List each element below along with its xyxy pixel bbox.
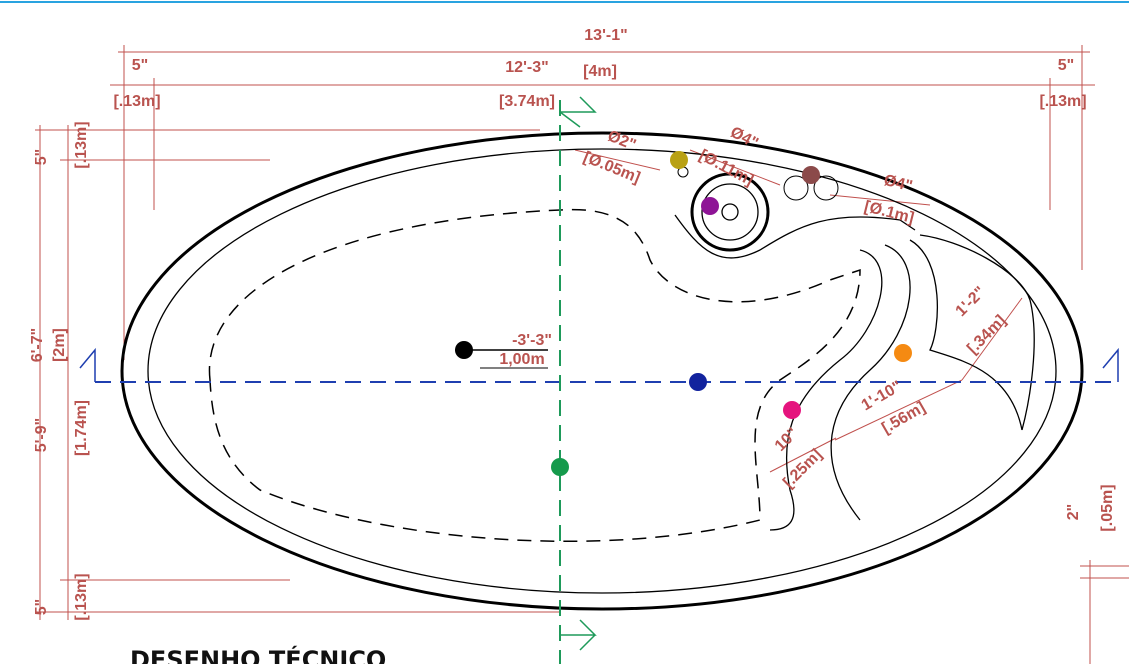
dimension-metric: [Ø.05m] (581, 149, 643, 187)
dimension-imperial: Ø4" (882, 172, 914, 195)
dimension-labels: 13'-1" [4m] 5" [.13m] 12'-3" [3.74m] 5" [.13m] 6… (29, 27, 1116, 621)
markers (455, 151, 912, 476)
dimension-metric: [.56m] (879, 399, 928, 437)
dimension-imperial: 5'-9" (33, 418, 50, 453)
dimension-metric: [.13m] (73, 121, 90, 168)
dimension-metric: [.13m] (1039, 93, 1086, 110)
dimension-imperial: 6'-7" (29, 328, 46, 363)
dimension-imperial: Ø2" (605, 128, 638, 155)
dimension-imperial: Ø4" (727, 124, 761, 153)
dimension-imperial: 12'-3" (505, 59, 548, 76)
dimension-imperial: 5" (33, 599, 50, 615)
pool-outline (122, 133, 1082, 609)
dimension-imperial: 1'-2" (953, 284, 989, 320)
drawing-title: DESENHO TÉCNICO (130, 645, 386, 664)
dimension-metric: [4m] (583, 63, 617, 80)
dimension-imperial: 13'-1" (584, 27, 627, 44)
dimension-imperial: 10" (772, 425, 802, 455)
dimension-imperial: 2" (1065, 504, 1082, 520)
dimension-metric: [3.74m] (499, 93, 555, 110)
axis-arrows (80, 350, 1118, 382)
dimension-metric: [.34m] (964, 312, 1009, 357)
dimension-imperial: 5" (33, 149, 50, 165)
dimension-metric: [.05m] (1099, 484, 1116, 531)
dimension-imperial: -3'-3" (512, 332, 552, 349)
dimension-imperial: 5" (1058, 57, 1074, 74)
dimension-imperial: 1'-10" (859, 378, 905, 414)
technical-drawing: 13'-1" [4m] 5" [.13m] 12'-3" [3.74m] 5" [.13m] 6… (0, 0, 1129, 664)
dimension-metric: [.13m] (73, 573, 90, 620)
dimension-metric: [1.74m] (73, 400, 90, 456)
axis-arrows (560, 97, 595, 650)
dimension-imperial: 5" (132, 57, 148, 74)
dimension-metric: 1,00m (499, 351, 544, 368)
dimension-metric: [2m] (51, 328, 68, 362)
dimension-metric: [.13m] (113, 93, 160, 110)
dimension-lines (35, 45, 1129, 664)
